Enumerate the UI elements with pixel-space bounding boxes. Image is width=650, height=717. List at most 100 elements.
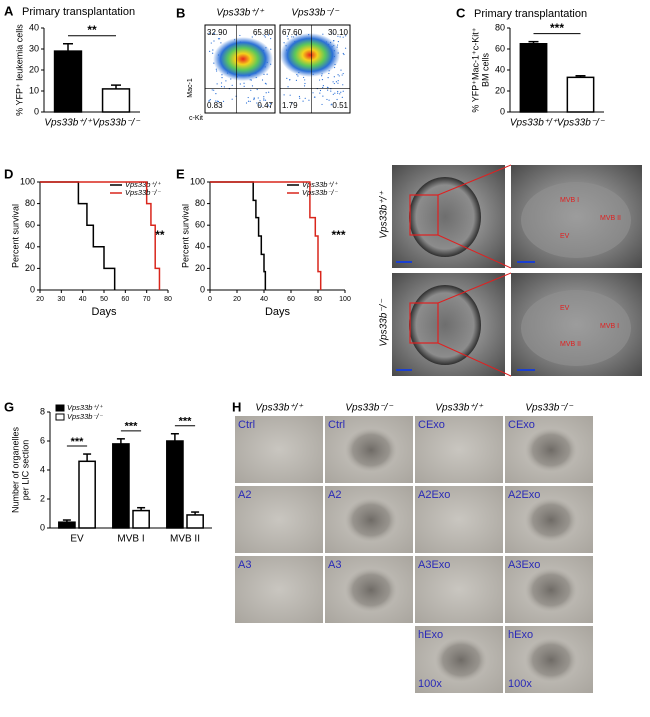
event-dot	[265, 92, 267, 94]
event-dot	[269, 103, 272, 105]
significance-label: ***	[332, 228, 346, 242]
error-bar	[191, 511, 200, 515]
x-axis-label: Days	[265, 306, 291, 318]
quadrant-value: 32.90	[207, 28, 228, 37]
event-dot	[217, 38, 220, 40]
organelle-label: MVB I	[600, 323, 619, 330]
event-dot	[299, 97, 301, 99]
cytoplasm	[521, 182, 631, 258]
event-dot	[231, 98, 233, 100]
colony	[525, 638, 577, 682]
event-dot	[269, 105, 271, 108]
event-dot	[212, 49, 214, 51]
quadrant-value: 1.79	[282, 101, 298, 110]
row-label: Vps33b⁻/⁻	[379, 299, 390, 347]
error-bar	[62, 519, 71, 523]
y-tick-label: 0	[200, 284, 205, 294]
event-dot	[264, 82, 267, 84]
colony	[435, 638, 487, 682]
column-header: Vps33b⁻/⁻	[345, 403, 393, 414]
colony-image	[235, 416, 323, 483]
colony	[345, 568, 397, 612]
event-dot	[342, 36, 344, 38]
event-dot	[216, 100, 219, 102]
tile-label: CExo	[418, 419, 445, 431]
tile-label: A2Exo	[508, 489, 540, 501]
event-dot	[322, 33, 324, 35]
x-tick-label: 30	[57, 296, 65, 303]
event-dot	[263, 96, 265, 98]
colony	[525, 498, 577, 542]
event-dot	[251, 85, 254, 87]
event-dot	[289, 94, 291, 96]
event-dot	[283, 42, 285, 44]
y-tick-label: 60	[495, 43, 505, 53]
colony-image	[415, 416, 503, 483]
cell	[409, 285, 481, 365]
bar	[566, 76, 595, 113]
y-axis-label: Number of organelles	[10, 426, 20, 513]
zoom-box	[409, 302, 439, 344]
y-tick-label: 100	[190, 176, 205, 186]
event-dot	[216, 70, 218, 72]
event-dot	[249, 100, 251, 103]
event-dot	[291, 102, 293, 104]
event-dot	[220, 82, 223, 84]
event-dot	[340, 69, 342, 71]
y-tick-label: 20	[29, 64, 39, 74]
event-dot	[251, 36, 253, 38]
panel-label: C	[456, 5, 466, 20]
event-dot	[339, 36, 341, 38]
quadrant-value: 0.47	[257, 101, 273, 110]
event-dot	[337, 74, 339, 76]
event-dot	[258, 104, 260, 106]
y-tick-label: 8	[40, 406, 45, 416]
event-dot	[332, 93, 334, 95]
zoom-box	[409, 194, 439, 236]
bar	[53, 50, 83, 113]
y-tick-label: 60	[25, 220, 35, 230]
survival-line	[40, 181, 161, 290]
event-dot	[332, 33, 334, 35]
event-dot	[213, 40, 215, 42]
event-dot	[330, 104, 332, 106]
event-dot	[330, 90, 332, 92]
y-axis-label: % YFP⁺ leukemia cells	[14, 24, 24, 116]
event-dot	[298, 95, 301, 98]
x-tick-label: MVB II	[170, 534, 200, 545]
x-axis-label: Days	[91, 306, 117, 318]
event-dot	[333, 76, 335, 78]
x-tick-label: 80	[164, 296, 172, 303]
zoom-line	[437, 164, 512, 196]
tile-label: A3	[238, 559, 251, 571]
y-tick-label: 20	[495, 85, 505, 95]
cytoplasm	[521, 290, 631, 366]
event-dot	[264, 36, 266, 38]
panel-label: E	[176, 166, 185, 181]
tile-label: Ctrl	[238, 419, 255, 431]
event-dot	[283, 94, 285, 96]
event-dot	[287, 86, 289, 88]
y-tick-label: 0	[30, 284, 35, 294]
organelle-label: MVB II	[600, 215, 621, 222]
x-tick-label: 80	[314, 296, 322, 303]
y-axis-label: BM cells	[480, 53, 490, 88]
event-dot	[334, 92, 336, 94]
bar	[186, 514, 204, 529]
event-dot	[321, 78, 324, 81]
error-bar	[575, 75, 586, 78]
colony	[345, 498, 397, 542]
event-dot	[215, 93, 217, 95]
x-tick-label: 0	[208, 296, 212, 303]
event-dot	[211, 89, 213, 91]
chart-title: Primary transplantation	[474, 8, 587, 20]
event-dot	[336, 98, 338, 101]
event-dot	[245, 102, 248, 104]
significance-label: ***	[71, 436, 85, 448]
event-dot	[215, 100, 217, 102]
y-tick-label: 0	[40, 522, 45, 532]
event-dot	[208, 32, 210, 35]
event-dot	[319, 89, 322, 92]
event-dot	[333, 82, 335, 85]
y-tick-label: 40	[25, 241, 35, 251]
